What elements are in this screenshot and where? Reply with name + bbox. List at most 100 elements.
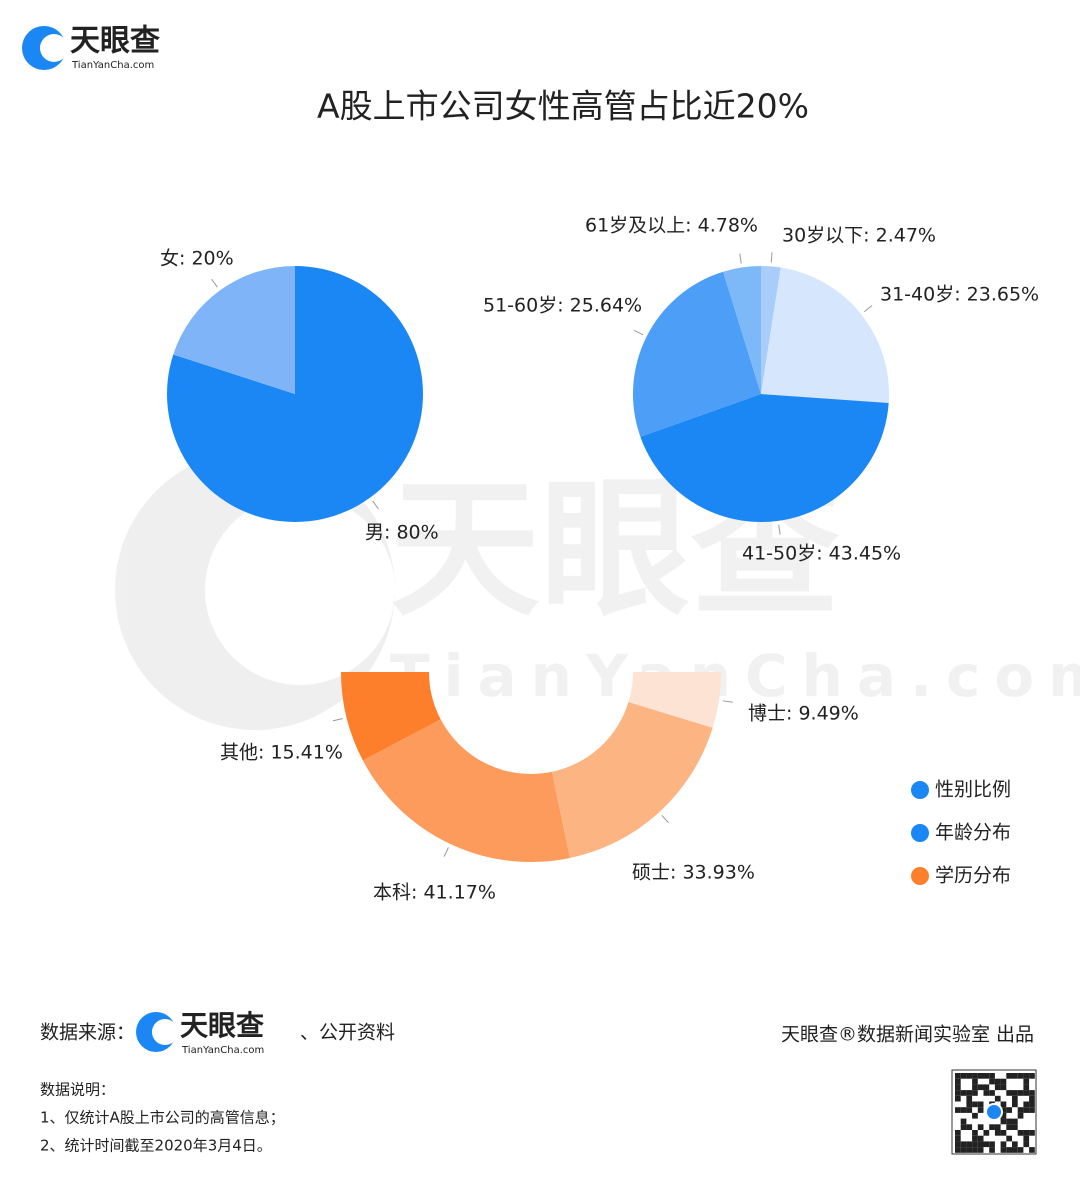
qr-cell [989,1078,995,1085]
qr-cell [1000,1101,1007,1108]
qr-cell [955,1090,961,1096]
qr-cell [1012,1141,1018,1148]
leader-line [778,524,781,535]
qr-cell [1017,1112,1024,1119]
legend-label: 性别比例 [935,779,1011,801]
qr-cell [1000,1107,1007,1113]
leader-line [863,305,873,313]
qr-cell [1012,1095,1018,1102]
watermark-domain: TianYanCha.com [390,642,1080,710]
qr-cell [1000,1084,1007,1091]
qr-cell [960,1147,967,1153]
leader-line [770,252,773,263]
logo-icon [40,34,68,62]
qr-cell [1006,1135,1012,1142]
qr-cell [1012,1147,1018,1153]
qr-code [951,1069,1037,1155]
qr-cell [972,1141,978,1148]
charts: 男: 80% 女: 20% 30岁以下: 2.47% 31-40岁: 23.65% 41… [160,215,1039,904]
donut-slice [551,701,713,858]
data-label: 41-50岁: 43.45% [742,543,901,565]
qr-cell [1006,1147,1012,1153]
qr-cell [1000,1141,1007,1148]
source-label: 数据来源： [40,1022,135,1044]
logo-name: 天眼查 [180,1009,264,1042]
logo-icon [152,1019,178,1045]
logo-name: 天眼查 [70,24,160,59]
qr-cell [977,1141,984,1148]
qr-cell [1006,1107,1012,1113]
legend-marker [911,824,929,842]
donut-slice [362,719,570,862]
source-extra: 、公开资料 [300,1022,395,1044]
qr-cell [989,1090,995,1096]
qr-cell [966,1107,973,1113]
leader-line [211,278,218,288]
leader-line [661,814,669,824]
donut-slice [341,672,441,761]
qr-cell [960,1124,967,1130]
pie-slice [723,266,761,394]
qr-cell [972,1084,978,1091]
qr-cell [1006,1118,1012,1125]
qr-cell [955,1147,961,1153]
page-title: A股上市公司女性高管占比近20% [317,87,809,126]
pie-slice [633,271,761,437]
qr-cell [1006,1073,1012,1079]
qr-cell [983,1090,990,1096]
qr-cell [994,1124,1001,1130]
qr-cell [1029,1073,1035,1079]
logo-domain: TianYanCha.com [181,1045,264,1056]
qr-cell [966,1147,973,1153]
data-label: 61岁及以上: 4.78% [585,215,758,237]
data-label: 女: 20% [160,248,234,270]
qr-cell [972,1090,978,1096]
watermark-icon [205,495,395,685]
pie-slice [640,394,889,522]
qr-cell [1023,1135,1030,1142]
pie-slice [173,266,295,394]
leader-line [722,700,733,703]
qr-cell [1012,1090,1018,1096]
qr-cell [955,1107,961,1113]
qr-cell [983,1084,990,1091]
qr-cell [977,1107,984,1113]
qr-cell [1023,1107,1030,1113]
qr-cell [966,1073,973,1079]
qr-cell [1017,1130,1024,1136]
qr-cell [1000,1147,1007,1153]
data-label: 硕士: 33.93% [632,862,755,884]
qr-cell [1029,1130,1035,1136]
qr-cell [1029,1090,1035,1096]
qr-cell [1000,1118,1007,1125]
qr-cell [955,1073,961,1079]
leader-line [332,718,343,722]
note: 1、仅统计A股上市公司的高管信息； [40,1109,285,1127]
qr-cell [972,1078,978,1085]
qr-cell [1012,1124,1018,1130]
qr-cell [1029,1147,1035,1153]
note: 2、统计时间截至2020年3月4日。 [40,1137,272,1155]
qr-cell [994,1084,1001,1091]
qr-cell [1029,1101,1035,1108]
qr-cell [977,1147,984,1153]
source-logo: 天眼查 TianYanCha.com [136,1009,264,1056]
qr-cell [1006,1090,1012,1096]
qr-cell [966,1090,973,1096]
qr-cell [977,1101,984,1108]
data-label: 其他: 15.41% [220,742,343,764]
qr-cell [955,1135,961,1142]
qr-cell [1023,1130,1030,1136]
qr-cell [966,1124,973,1130]
qr-cell [994,1095,1001,1102]
data-label: 31-40岁: 23.65% [880,284,1039,306]
qr-cell [977,1084,984,1091]
leader-line [372,500,379,510]
qr-cell [1006,1124,1012,1130]
qr-cell [955,1095,961,1102]
qr-cell [989,1124,995,1130]
qr-cell [977,1073,984,1079]
legend-marker [911,867,929,885]
